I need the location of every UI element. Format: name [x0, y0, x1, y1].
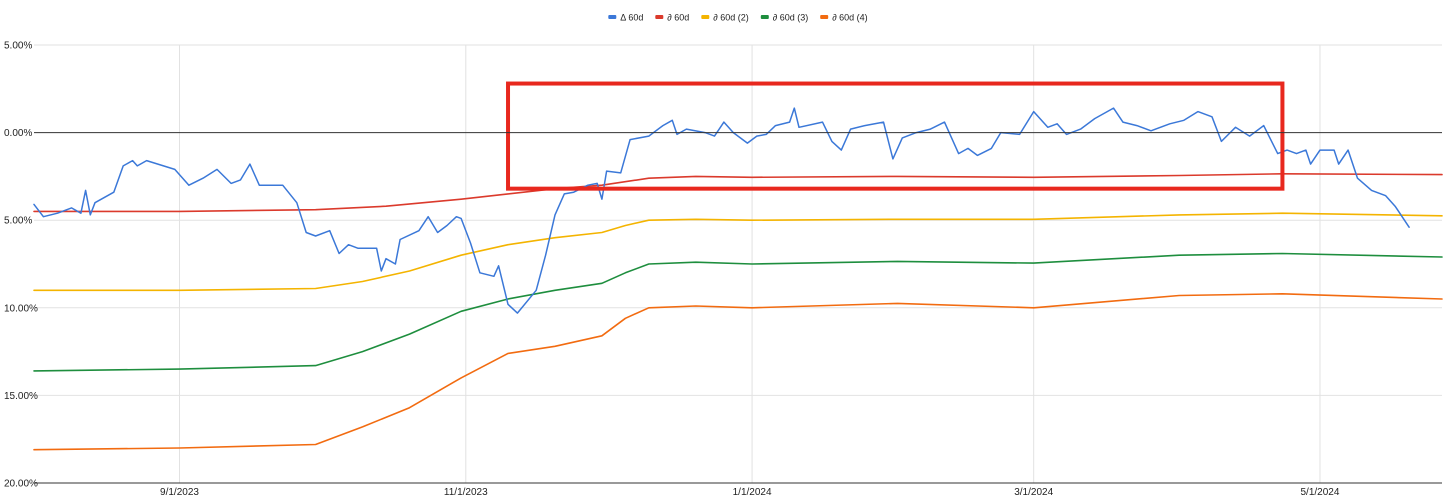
y-tick-label: 15.00% [4, 391, 38, 402]
x-tick-label: 3/1/2024 [1014, 487, 1053, 498]
series-layer [33, 107, 1443, 451]
legend-swatch [608, 15, 617, 19]
series-line-3 [33, 252, 1443, 372]
legend-label: ∂ 60d [667, 12, 689, 22]
legend-label: ∂ 60d (3) [773, 12, 808, 22]
axis-layer: 5.00% 0.00% 5.00% 10.00% 15.00% 20.00% 9/1/202… [4, 41, 1442, 498]
legend-label: Δ 60d [620, 12, 643, 22]
y-tick-label: 10.00% [4, 303, 38, 314]
x-tick-label: 11/1/2023 [444, 487, 488, 498]
annotation-layer [506, 81, 1285, 191]
legend-swatch [760, 15, 769, 19]
legend-item[interactable]: ∂ 60d [655, 12, 689, 22]
legend-item[interactable]: ∂ 60d (2) [701, 12, 749, 22]
legend-label: ∂ 60d (4) [832, 12, 867, 22]
legend-swatch [655, 15, 664, 19]
legend-item[interactable]: Δ 60d [608, 12, 643, 22]
series-line-4 [33, 293, 1443, 451]
legend-label: ∂ 60d (2) [713, 12, 748, 22]
series-line-2 [33, 212, 1443, 292]
x-tick-label: 5/1/2024 [1301, 487, 1340, 498]
x-tick-label: 1/1/2024 [733, 487, 772, 498]
legend-swatch [820, 15, 829, 19]
y-tick-label: 0.00% [4, 128, 32, 139]
y-tick-label: 20.00% [4, 479, 38, 490]
legend: Δ 60d ∂ 60d ∂ 60d (2) ∂ 60d (3) ∂ 60d (4) [608, 12, 868, 22]
legend-item[interactable]: ∂ 60d (3) [760, 12, 808, 22]
series-line-1 [33, 173, 1443, 213]
legend-item[interactable]: ∂ 60d (4) [820, 12, 868, 22]
series-line-0 [33, 107, 1410, 314]
y-tick-label: 5.00% [4, 41, 32, 52]
y-tick-label: 5.00% [4, 216, 32, 227]
highlight-box [506, 81, 1285, 191]
x-tick-label: 9/1/2023 [160, 487, 199, 498]
legend-swatch [701, 15, 710, 19]
